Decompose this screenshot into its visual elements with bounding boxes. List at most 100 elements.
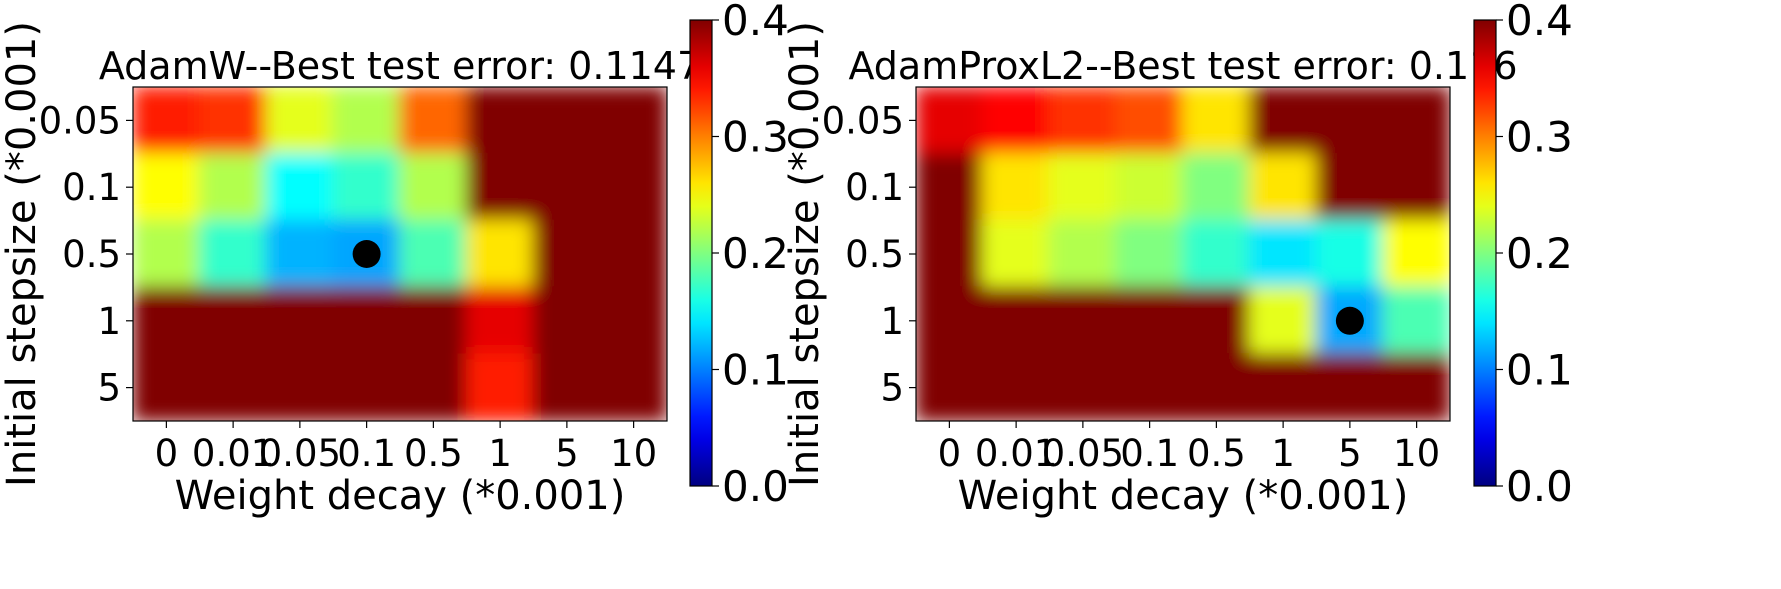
y-tick-label: 0.05 bbox=[39, 99, 121, 142]
heatmap-cell-r0-c6 bbox=[1315, 87, 1385, 155]
heatmap-cell-r3-c1 bbox=[198, 286, 268, 356]
heatmap-cell-r0-c4 bbox=[1182, 87, 1251, 155]
heatmap-cell-r0-c1 bbox=[981, 87, 1051, 155]
heatmap-cell-r4-c3 bbox=[1115, 353, 1184, 421]
heatmap-cell-r4-c7 bbox=[1382, 353, 1450, 421]
heatmap-cell-r0-c7 bbox=[599, 87, 667, 155]
x-tick-label: 10 bbox=[1393, 432, 1440, 475]
x-tick-label: 0.1 bbox=[337, 432, 396, 475]
colorbar-gradient bbox=[1473, 19, 1497, 487]
heatmap-cell-r2-c2 bbox=[1048, 219, 1118, 289]
y-tick-label: 1 bbox=[880, 300, 904, 343]
heatmap-cell-r0-c7 bbox=[1382, 87, 1450, 155]
heatmap-cell-r3-c4 bbox=[399, 286, 468, 356]
panel-title: AdamProxL2--Best test error: 0.116 bbox=[848, 44, 1517, 88]
heatmap-cell-r4-c0 bbox=[133, 353, 201, 421]
heatmap-cell-r1-c7 bbox=[1382, 152, 1450, 222]
heatmap-cell-r2-c5 bbox=[1248, 219, 1318, 289]
heatmap-cell-r4-c4 bbox=[399, 353, 468, 421]
heatmap-cell-r0-c2 bbox=[1048, 87, 1118, 155]
heatmap-panel-1: 0 0.010.050.1 0.5 1 5 100.050.10.515AdamW--Be… bbox=[0, 0, 789, 519]
heatmap-cell-r2-c0 bbox=[916, 219, 984, 289]
colorbar-tick-label: 0.1 bbox=[722, 346, 789, 395]
x-tick-label: 0.05 bbox=[1042, 432, 1124, 475]
heatmap-cell-r0-c2 bbox=[265, 87, 335, 155]
x-tick-label: 0.01 bbox=[192, 432, 274, 475]
heatmap-cell-r4-c0 bbox=[916, 353, 984, 421]
heatmap-cell-r4-c7 bbox=[599, 353, 667, 421]
heatmap-cell-r2-c6 bbox=[1315, 219, 1385, 289]
y-tick-label: 5 bbox=[880, 367, 904, 410]
heatmap-cell-r2-c7 bbox=[599, 219, 667, 289]
heatmap-cell-r1-c1 bbox=[981, 152, 1051, 222]
y-tick-label: 0.1 bbox=[62, 166, 121, 209]
best-point-marker bbox=[352, 240, 381, 268]
heatmap-cell-r4-c4 bbox=[1182, 353, 1251, 421]
x-tick-label: 0.01 bbox=[975, 432, 1057, 475]
heatmap-cell-r0-c6 bbox=[532, 87, 602, 155]
x-tick-label: 0 bbox=[155, 432, 179, 475]
heatmap-cell-r3-c4 bbox=[1182, 286, 1251, 356]
y-axis-label: Initial stepsize (*0.001) bbox=[782, 21, 828, 487]
y-tick-label: 0.1 bbox=[845, 166, 904, 209]
heatmap-cell-r1-c5 bbox=[465, 152, 535, 222]
y-tick-label: 0.05 bbox=[822, 99, 904, 142]
heatmap-cell-r1-c6 bbox=[532, 152, 602, 222]
heatmap-cell-r4-c6 bbox=[1315, 353, 1385, 421]
x-tick-label: 0.5 bbox=[1187, 432, 1246, 475]
x-tick-label: 0 bbox=[938, 432, 962, 475]
colorbar-tick-label: 0.3 bbox=[722, 113, 789, 162]
heatmap-cell-r0-c0 bbox=[133, 87, 201, 155]
heatmap-cell-r3-c7 bbox=[1382, 286, 1450, 356]
heatmap-cell-r2-c7 bbox=[1382, 219, 1450, 289]
colorbar-tick-label: 0.2 bbox=[722, 229, 789, 278]
heatmap-cell-r1-c5 bbox=[1248, 152, 1318, 222]
colorbar-tick-label: 0.4 bbox=[722, 0, 789, 45]
heatmap-cells bbox=[133, 87, 667, 421]
y-tick-label: 1 bbox=[97, 300, 121, 343]
heatmap-cell-r4-c2 bbox=[265, 353, 335, 421]
heatmap-cell-r3-c2 bbox=[265, 286, 335, 356]
colorbar-tick-label: 0.4 bbox=[1506, 0, 1573, 45]
colorbar-tick-label: 0.0 bbox=[1506, 462, 1573, 511]
heatmap-cell-r4-c2 bbox=[1048, 353, 1118, 421]
heatmap-cell-r2-c2 bbox=[265, 219, 335, 289]
heatmap-cell-r2-c0 bbox=[133, 219, 201, 289]
x-axis-label: Weight decay (*0.001) bbox=[958, 473, 1409, 519]
heatmap-cell-r1-c6 bbox=[1315, 152, 1385, 222]
x-tick-label: 1 bbox=[1271, 432, 1295, 475]
best-point-marker bbox=[1335, 306, 1364, 335]
colorbar-tick-label: 0.0 bbox=[722, 462, 789, 511]
x-tick-label: 0.5 bbox=[404, 432, 463, 475]
heatmap-cell-r3-c5 bbox=[1248, 286, 1318, 356]
panel-title: AdamW--Best test error: 0.1147 bbox=[99, 44, 701, 88]
heatmap-cell-r0-c0 bbox=[916, 87, 984, 155]
heatmap-cell-r0-c3 bbox=[332, 87, 401, 155]
colorbar: 0.0 0.1 0.2 0.3 0.4 bbox=[1473, 0, 1573, 511]
heatmap-cell-r3-c3 bbox=[1115, 286, 1184, 356]
heatmap-panel-2: 0 0.010.050.1 0.5 1 5 100.050.10.515AdamProxL… bbox=[782, 0, 1573, 519]
heatmap-cell-r4-c1 bbox=[198, 353, 268, 421]
heatmap-cell-r3-c7 bbox=[599, 286, 667, 356]
heatmap-cell-r0-c5 bbox=[1248, 87, 1318, 155]
heatmap-cell-r2-c5 bbox=[465, 219, 535, 289]
heatmap-cell-r1-c0 bbox=[133, 152, 201, 222]
x-tick-label: 0.1 bbox=[1120, 432, 1179, 475]
heatmap-cell-r0-c5 bbox=[465, 87, 535, 155]
heatmap-cell-r4-c5 bbox=[465, 353, 535, 421]
x-tick-label: 0.05 bbox=[259, 432, 341, 475]
heatmap-cell-r1-c3 bbox=[332, 152, 401, 222]
heatmap-cell-r3-c0 bbox=[916, 286, 984, 356]
colorbar-tick-label: 0.3 bbox=[1506, 113, 1573, 162]
y-tick-label: 0.5 bbox=[845, 233, 904, 276]
heatmap-cell-r2-c4 bbox=[1182, 219, 1251, 289]
x-tick-label: 5 bbox=[1338, 432, 1362, 475]
heatmap-cell-r1-c3 bbox=[1115, 152, 1184, 222]
heatmap-cell-r1-c0 bbox=[916, 152, 984, 222]
heatmap-cells bbox=[916, 87, 1450, 421]
heatmap-cell-r2-c1 bbox=[981, 219, 1051, 289]
x-tick-label: 5 bbox=[555, 432, 579, 475]
heatmap-cell-r4-c3 bbox=[332, 353, 401, 421]
heatmap-cell-r3-c6 bbox=[532, 286, 602, 356]
